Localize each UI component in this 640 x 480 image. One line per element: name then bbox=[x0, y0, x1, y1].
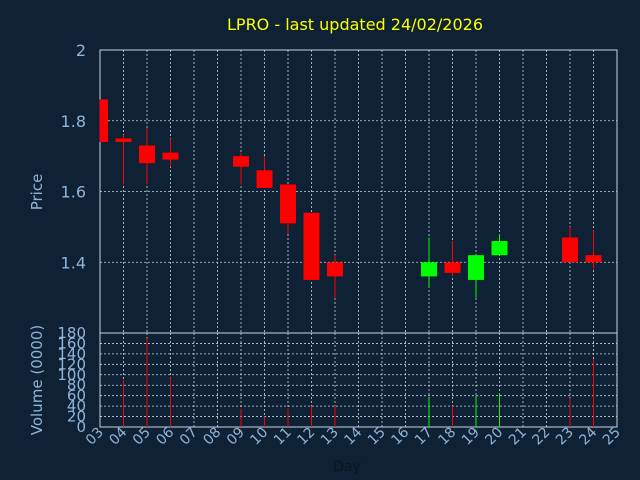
volume-axis-label: Volume (0000) bbox=[28, 325, 46, 435]
volume-bars bbox=[123, 338, 594, 427]
volume-y-tick-label: 40 bbox=[67, 397, 86, 415]
price-y-tick-label: 1.8 bbox=[61, 112, 86, 131]
volume-y-tick-label: 120 bbox=[57, 355, 86, 373]
candle-body bbox=[444, 262, 461, 273]
volume-y-tick-label: 20 bbox=[67, 408, 86, 426]
volume-y-tick-label: 100 bbox=[57, 366, 86, 384]
candle-body bbox=[491, 241, 508, 256]
candle-body bbox=[280, 184, 296, 224]
candle-body bbox=[303, 212, 320, 280]
candle-body bbox=[162, 152, 179, 160]
candle-body bbox=[421, 262, 437, 277]
price-y-tick-label: 1.6 bbox=[61, 183, 86, 202]
candle-body bbox=[100, 99, 108, 142]
candle-body bbox=[327, 262, 343, 277]
price-y-tick-labels: 1.4 1.6 1.8 2 bbox=[61, 41, 86, 272]
x-tick-labels: 03 04 05 06 07 08 09 10 11 12 13 14 15 16 17 18 19 20 21 22… bbox=[83, 424, 624, 448]
candle-body bbox=[139, 145, 155, 164]
volume-plot-frame bbox=[99, 332, 618, 428]
volume-y-tick-label: 0 bbox=[76, 418, 86, 436]
candle-body bbox=[562, 237, 578, 263]
volume-y-tick-label: 160 bbox=[57, 334, 86, 352]
price-y-tick-label: 2 bbox=[76, 41, 86, 60]
price-y-tick-label: 1.4 bbox=[61, 253, 86, 272]
candle-body bbox=[256, 170, 273, 188]
volume-y-tick-label: 140 bbox=[57, 345, 86, 363]
candle-body bbox=[233, 156, 249, 167]
x-axis-label: Day bbox=[333, 459, 361, 475]
volume-y-tick-label: 80 bbox=[67, 376, 86, 394]
price-axis-label: Price bbox=[28, 174, 46, 211]
candle-body bbox=[115, 138, 132, 142]
chart-title: LPRO - last updated 24/02/2026 bbox=[227, 15, 483, 34]
candle-body bbox=[468, 255, 484, 280]
candle-body bbox=[585, 255, 602, 263]
price-candles bbox=[99, 99, 602, 298]
volume-y-tick-label: 180 bbox=[57, 324, 86, 342]
volume-y-tick-label: 60 bbox=[67, 387, 86, 405]
